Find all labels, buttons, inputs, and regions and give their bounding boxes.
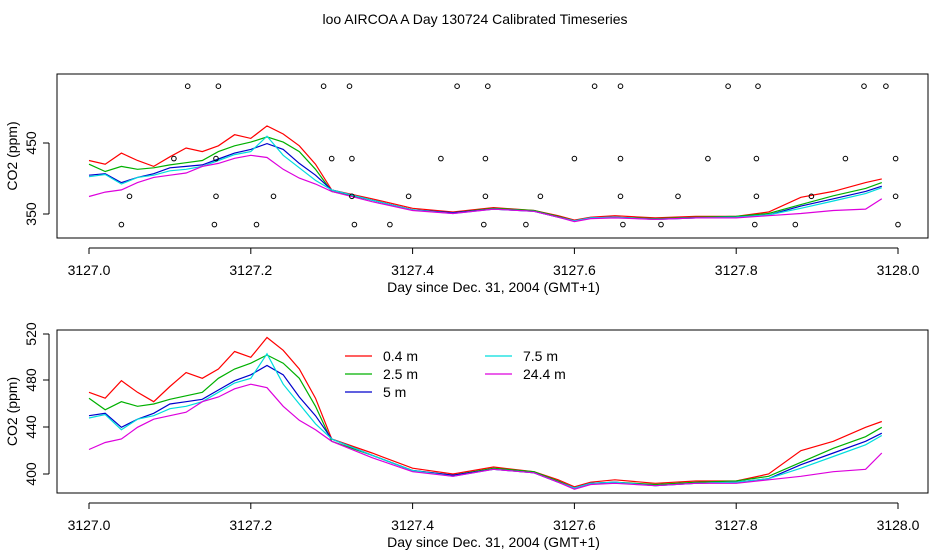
bottom-plot-frame: [56, 329, 929, 494]
flag-marker: [405, 193, 412, 200]
flag-marker: [725, 83, 731, 89]
bottom-x-tick-label: 3127.4: [391, 517, 434, 533]
series-line-04m-top: [88, 125, 882, 221]
bottom-x-tick-label: 3127.0: [68, 517, 111, 533]
flag-marker: [454, 83, 460, 89]
flag-marker: [184, 83, 191, 89]
legend-item: 7.5 m: [485, 348, 558, 364]
flag-marker: [349, 193, 355, 200]
flag-marker: [675, 193, 681, 200]
flag-marker: [842, 155, 849, 162]
flag-marker: [349, 155, 355, 162]
flag-marker: [485, 83, 491, 89]
flag-marker: [346, 83, 353, 89]
top-x-tick-label: 3127.2: [229, 262, 272, 278]
bottom-y-tick-label: 440: [23, 415, 39, 439]
flag-marker: [211, 221, 218, 228]
flag-marker: [705, 155, 711, 162]
flag-marker: [892, 193, 899, 200]
flag-marker: [658, 221, 664, 228]
flag-marker: [892, 155, 899, 162]
flag-marker: [387, 221, 393, 228]
top-y-tick-label: 450: [23, 131, 39, 155]
flag-marker: [118, 221, 125, 228]
flag-marker: [213, 155, 219, 162]
bottom-y-tick-label: 520: [23, 322, 39, 346]
flag-marker: [792, 221, 799, 228]
flag-marker: [215, 83, 222, 89]
legend-label: 5 m: [383, 384, 406, 400]
panel-bottom: 3127.0 3127.2 3127.4 3127.6 3127.8 3128.0 Day …: [4, 322, 929, 550]
series-line-04m-bottom: [88, 336, 883, 488]
bottom-x-tick-label: 3127.6: [553, 517, 596, 533]
flag-marker: [808, 193, 815, 200]
flag-marker: [895, 221, 901, 228]
flag-marker: [320, 83, 327, 89]
flag-marker: [755, 83, 761, 89]
top-x-tick-label: 3127.4: [391, 262, 434, 278]
flag-marker: [126, 193, 133, 200]
flag-marker: [571, 155, 578, 162]
bottom-x-tick-label: 3128.0: [877, 517, 920, 533]
flag-marker: [482, 193, 489, 200]
top-x-tick-label: 3128.0: [877, 262, 920, 278]
top-x-axis-label: Day since Dec. 31, 2004 (GMT+1): [387, 279, 600, 295]
flag-marker: [481, 221, 487, 228]
bottom-x-tick-label: 3127.8: [715, 517, 758, 533]
flag-marker: [351, 221, 358, 228]
bottom-y-tick-label: 400: [23, 462, 39, 486]
flag-marker: [253, 221, 260, 228]
legend-label: 0.4 m: [383, 348, 418, 364]
flag-marker: [438, 155, 444, 162]
top-y-tick-label: 350: [23, 202, 39, 226]
legend-item: 24.4 m: [485, 366, 566, 382]
bottom-x-tick-label: 3127.2: [229, 517, 272, 533]
flag-marker: [328, 155, 335, 162]
legend-label: 24.4 m: [523, 366, 566, 382]
flag-marker: [482, 155, 489, 162]
series-line-244m-bottom: [88, 383, 883, 490]
bottom-y-axis-label: CO2 (ppm): [4, 377, 20, 446]
flag-marker: [861, 83, 867, 89]
flag-marker: [753, 155, 760, 162]
flag-marker: [213, 193, 219, 200]
legend-label: 2.5 m: [383, 366, 418, 382]
flag-marker: [883, 83, 889, 89]
flag-marker: [617, 155, 624, 162]
flag-marker: [617, 83, 624, 89]
panel-top: 3127.0 3127.2 3127.4 3127.6 3127.8 3128.0 Day …: [4, 73, 929, 295]
top-x-tick-label: 3127.0: [68, 262, 111, 278]
top-x-tick-label: 3127.8: [715, 262, 758, 278]
flag-marker: [537, 193, 544, 200]
flag-marker: [617, 193, 624, 200]
legend-item: 5 m: [345, 384, 406, 400]
flag-marker: [752, 221, 758, 228]
series-line-5m-top: [88, 142, 882, 222]
series-line-244m-top: [88, 154, 883, 223]
legend-item: 2.5 m: [345, 366, 418, 382]
flag-marker: [523, 221, 529, 228]
legend-item: 0.4 m: [345, 348, 418, 364]
bottom-x-axis-label: Day since Dec. 31, 2004 (GMT+1): [387, 534, 600, 550]
chart-title: loo AIRCOA A Day 130724 Calibrated Times…: [322, 11, 628, 27]
flag-marker: [620, 221, 626, 228]
top-y-axis-label: CO2 (ppm): [4, 121, 20, 190]
flag-marker: [171, 155, 177, 162]
flag-marker: [753, 193, 760, 200]
bottom-y-tick-label: 480: [23, 368, 39, 392]
legend-label: 7.5 m: [523, 348, 558, 364]
flag-marker: [270, 193, 277, 200]
top-plot-frame: [56, 73, 929, 239]
series-line-75m-bottom: [88, 352, 883, 489]
top-x-tick-label: 3127.6: [553, 262, 596, 278]
flag-marker: [591, 83, 598, 89]
